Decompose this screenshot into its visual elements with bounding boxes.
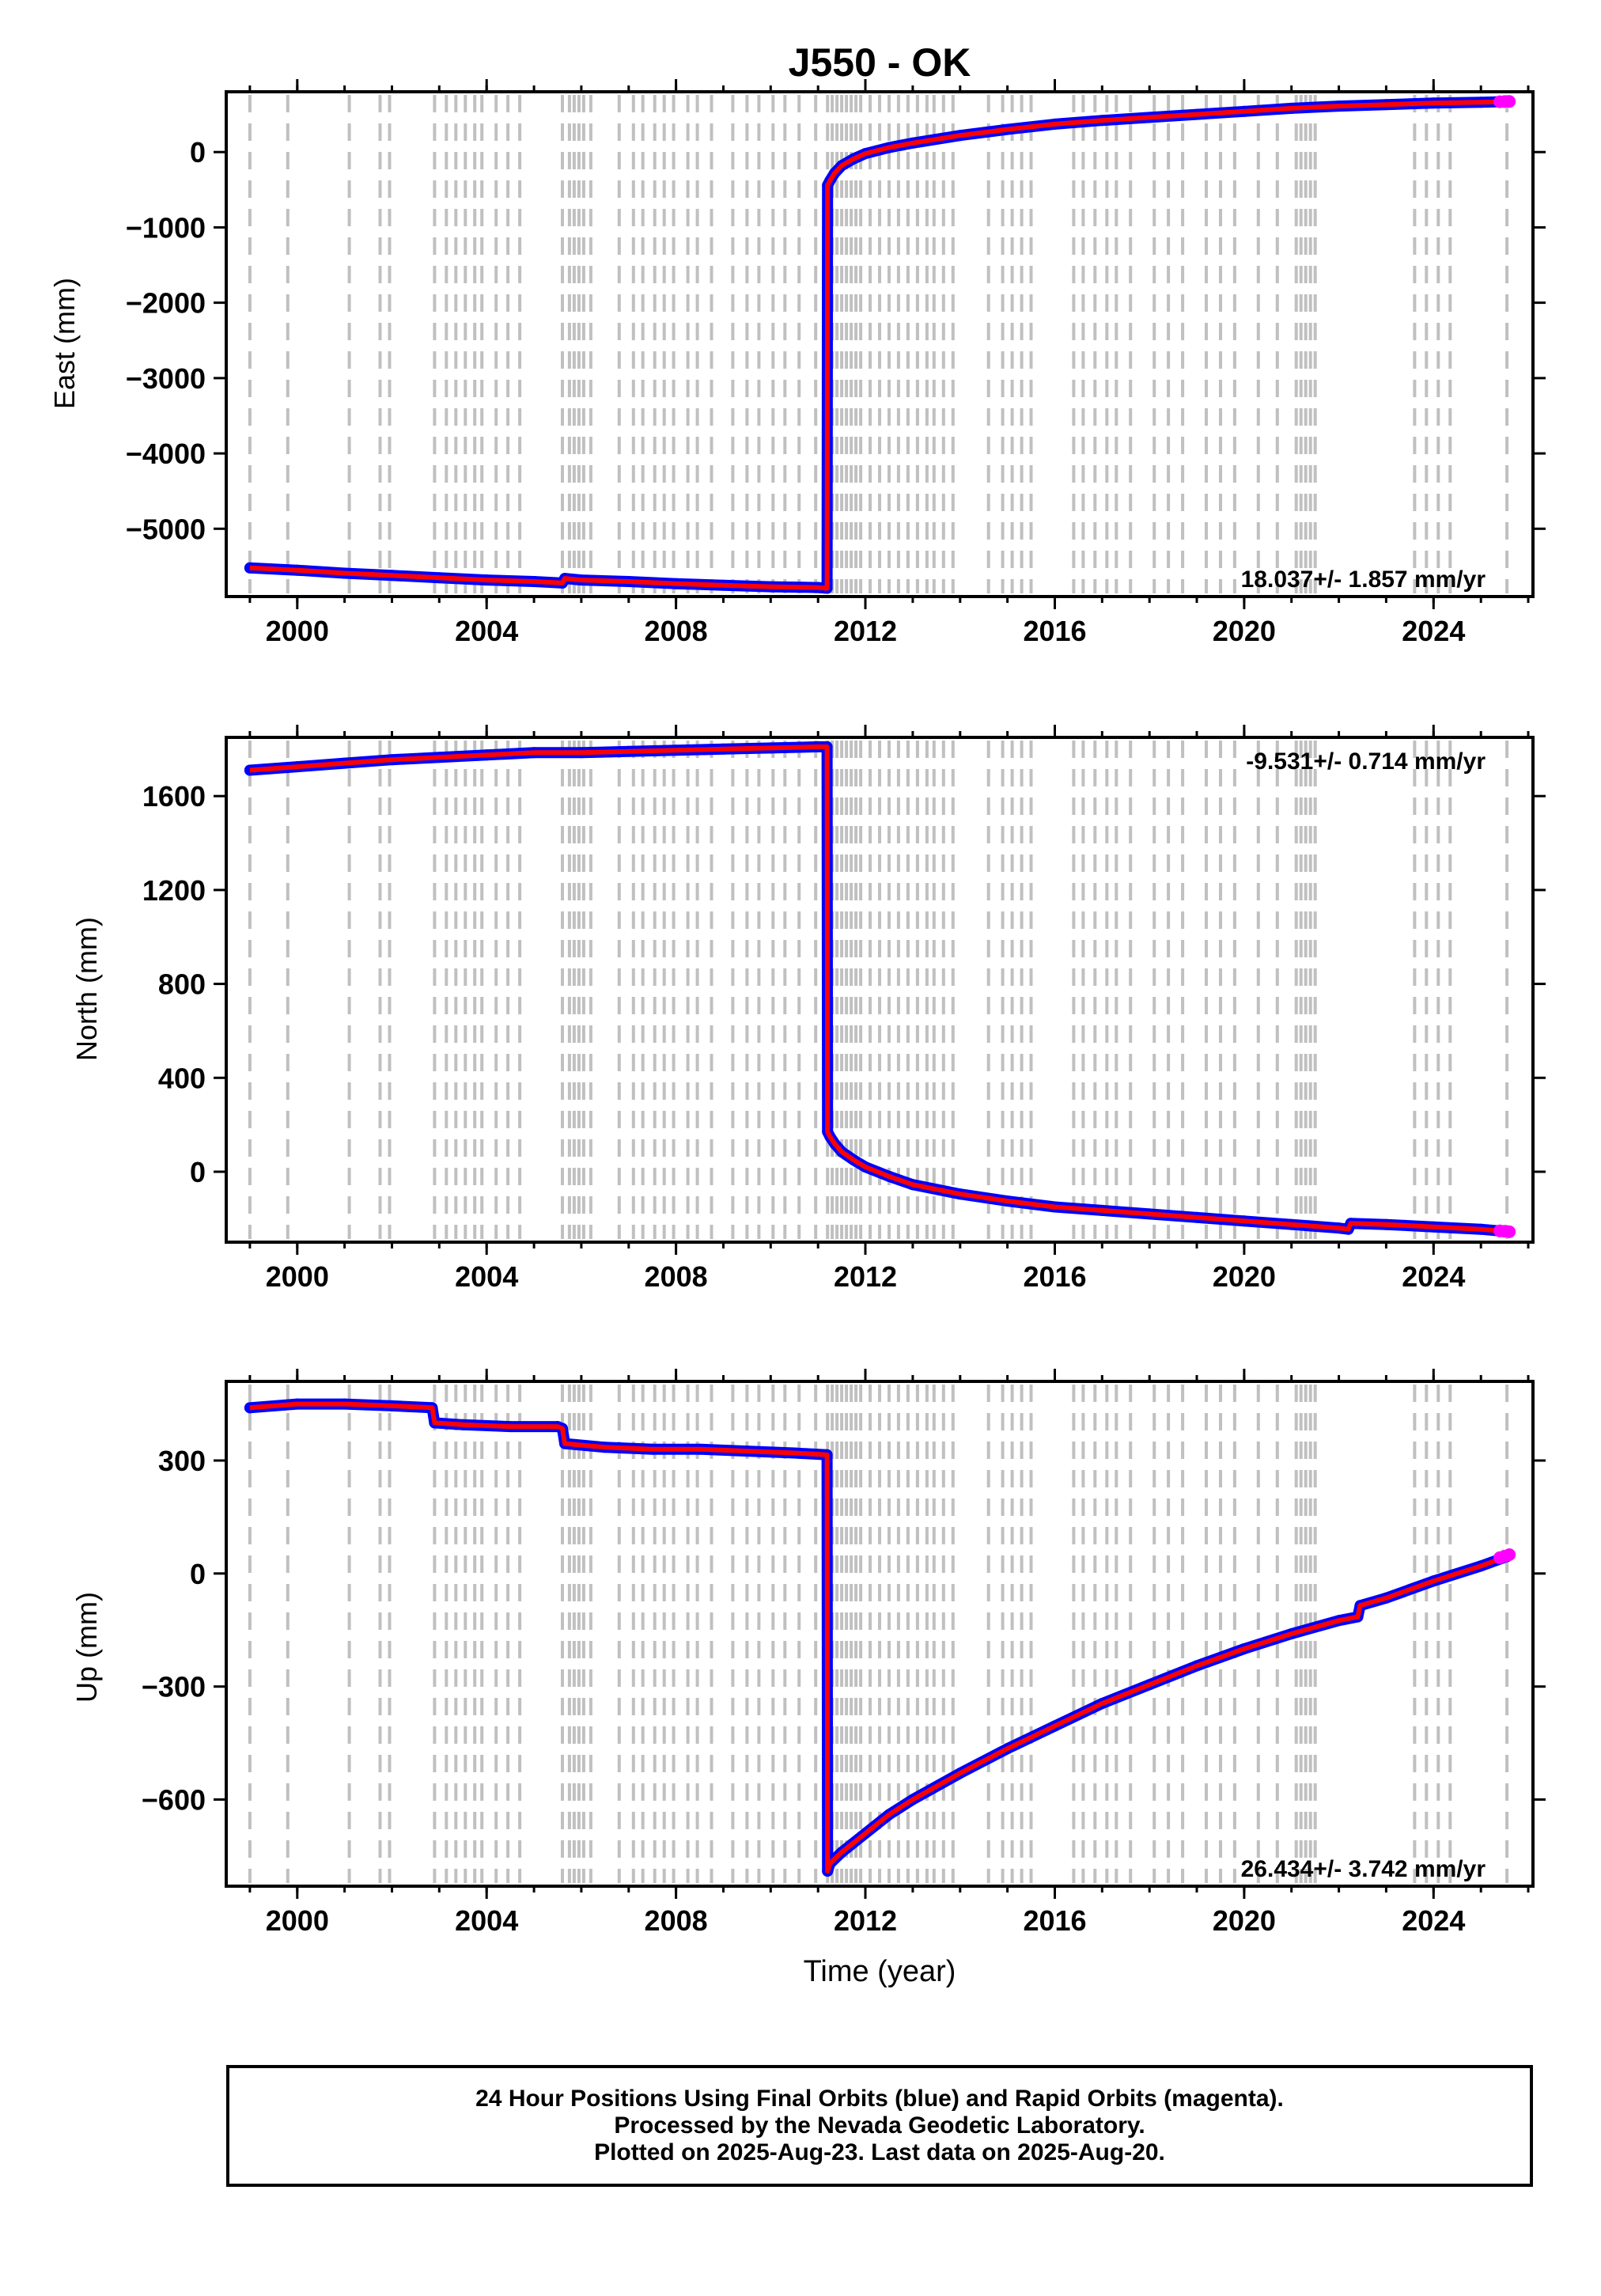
x-tick-label: 2004 <box>455 615 518 647</box>
model-fit-line <box>249 99 1508 591</box>
y-tick-label: −5000 <box>126 513 206 545</box>
x-tick-label: 2024 <box>1402 615 1465 647</box>
x-axis-label: Time (year) <box>804 1955 956 1988</box>
x-tick-label: 2020 <box>1213 1904 1276 1937</box>
y-tick-label: 0 <box>190 1156 206 1188</box>
x-tick-label: 2004 <box>455 1904 518 1937</box>
y-tick-label: 0 <box>190 136 206 169</box>
model-fit-line <box>249 1401 1508 1874</box>
x-tick-label: 2008 <box>645 1904 708 1937</box>
y-tick-label: −2000 <box>126 287 206 320</box>
rapid-orbit-point <box>1503 1225 1516 1238</box>
y-tick-label: −300 <box>142 1671 206 1703</box>
y-tick-label: −600 <box>142 1784 206 1817</box>
x-tick-label: 2020 <box>1213 615 1276 647</box>
x-tick-label: 2012 <box>834 615 897 647</box>
east-y-axis-label: East (mm) <box>48 278 81 409</box>
y-tick-label: −4000 <box>126 438 206 470</box>
up-panel: Up (mm) 26.434+/- 3.742 mm/yr 2000 2004 20… <box>70 1369 1546 1937</box>
chart-title: J550 - OK <box>789 40 971 85</box>
x-tick-label: 2024 <box>1402 1904 1465 1937</box>
up-y-axis-label: Up (mm) <box>70 1592 103 1703</box>
north-rate-label: -9.531+/- 0.714 mm/yr <box>1246 748 1486 775</box>
up-rate-label: 26.434+/- 3.742 mm/yr <box>1241 1856 1486 1882</box>
y-tick-label: 400 <box>158 1062 206 1094</box>
footer-line-3: Plotted on 2025-Aug-23. Last data on 202… <box>594 2139 1165 2165</box>
x-tick-label: 2000 <box>266 1904 329 1937</box>
footer-info-box: 24 Hour Positions Using Final Orbits (bl… <box>226 2065 1533 2187</box>
x-tick-label: 2000 <box>266 615 329 647</box>
y-tick-label: −1000 <box>126 211 206 244</box>
x-tick-label: 2012 <box>834 1904 897 1937</box>
north-y-axis-label: North (mm) <box>70 917 103 1061</box>
x-tick-label: 2016 <box>1023 615 1086 647</box>
x-tick-label: 2008 <box>645 1260 708 1293</box>
y-tick-label: 1600 <box>142 780 206 813</box>
x-tick-label: 2012 <box>834 1260 897 1293</box>
x-tick-label: 2024 <box>1402 1260 1465 1293</box>
x-tick-label: 2020 <box>1213 1260 1276 1293</box>
rapid-orbit-point <box>1503 1548 1516 1561</box>
model-fit-line <box>249 744 1508 1234</box>
footer-line-2: Processed by the Nevada Geodetic Laborat… <box>614 2112 1145 2139</box>
x-tick-label: 2004 <box>455 1260 518 1293</box>
plot-frame <box>225 90 1535 598</box>
plot-frame <box>225 1380 1535 1888</box>
x-tick-label: 2000 <box>266 1260 329 1293</box>
final-orbits-series <box>244 741 1513 1237</box>
x-tick-label: 2016 <box>1023 1260 1086 1293</box>
x-tick-label: 2016 <box>1023 1904 1086 1937</box>
y-tick-label: 800 <box>158 968 206 1001</box>
y-tick-label: −3000 <box>126 362 206 395</box>
y-tick-label: 0 <box>190 1558 206 1590</box>
east-rate-label: 18.037+/- 1.857 mm/yr <box>1241 566 1486 593</box>
y-tick-label: 1200 <box>142 874 206 907</box>
rapid-orbit-point <box>1503 95 1516 108</box>
north-panel: North (mm) -9.531+/- 0.714 mm/yr 2000 200… <box>70 725 1546 1293</box>
x-tick-label: 2008 <box>645 615 708 647</box>
final-orbits-series <box>244 96 1513 594</box>
y-tick-label: 300 <box>158 1445 206 1477</box>
footer-line-1: 24 Hour Positions Using Final Orbits (bl… <box>475 2086 1284 2112</box>
east-panel: East (mm) 18.037+/- 1.857 mm/yr 2000 2004… <box>48 79 1546 647</box>
plot-frame <box>225 736 1535 1244</box>
